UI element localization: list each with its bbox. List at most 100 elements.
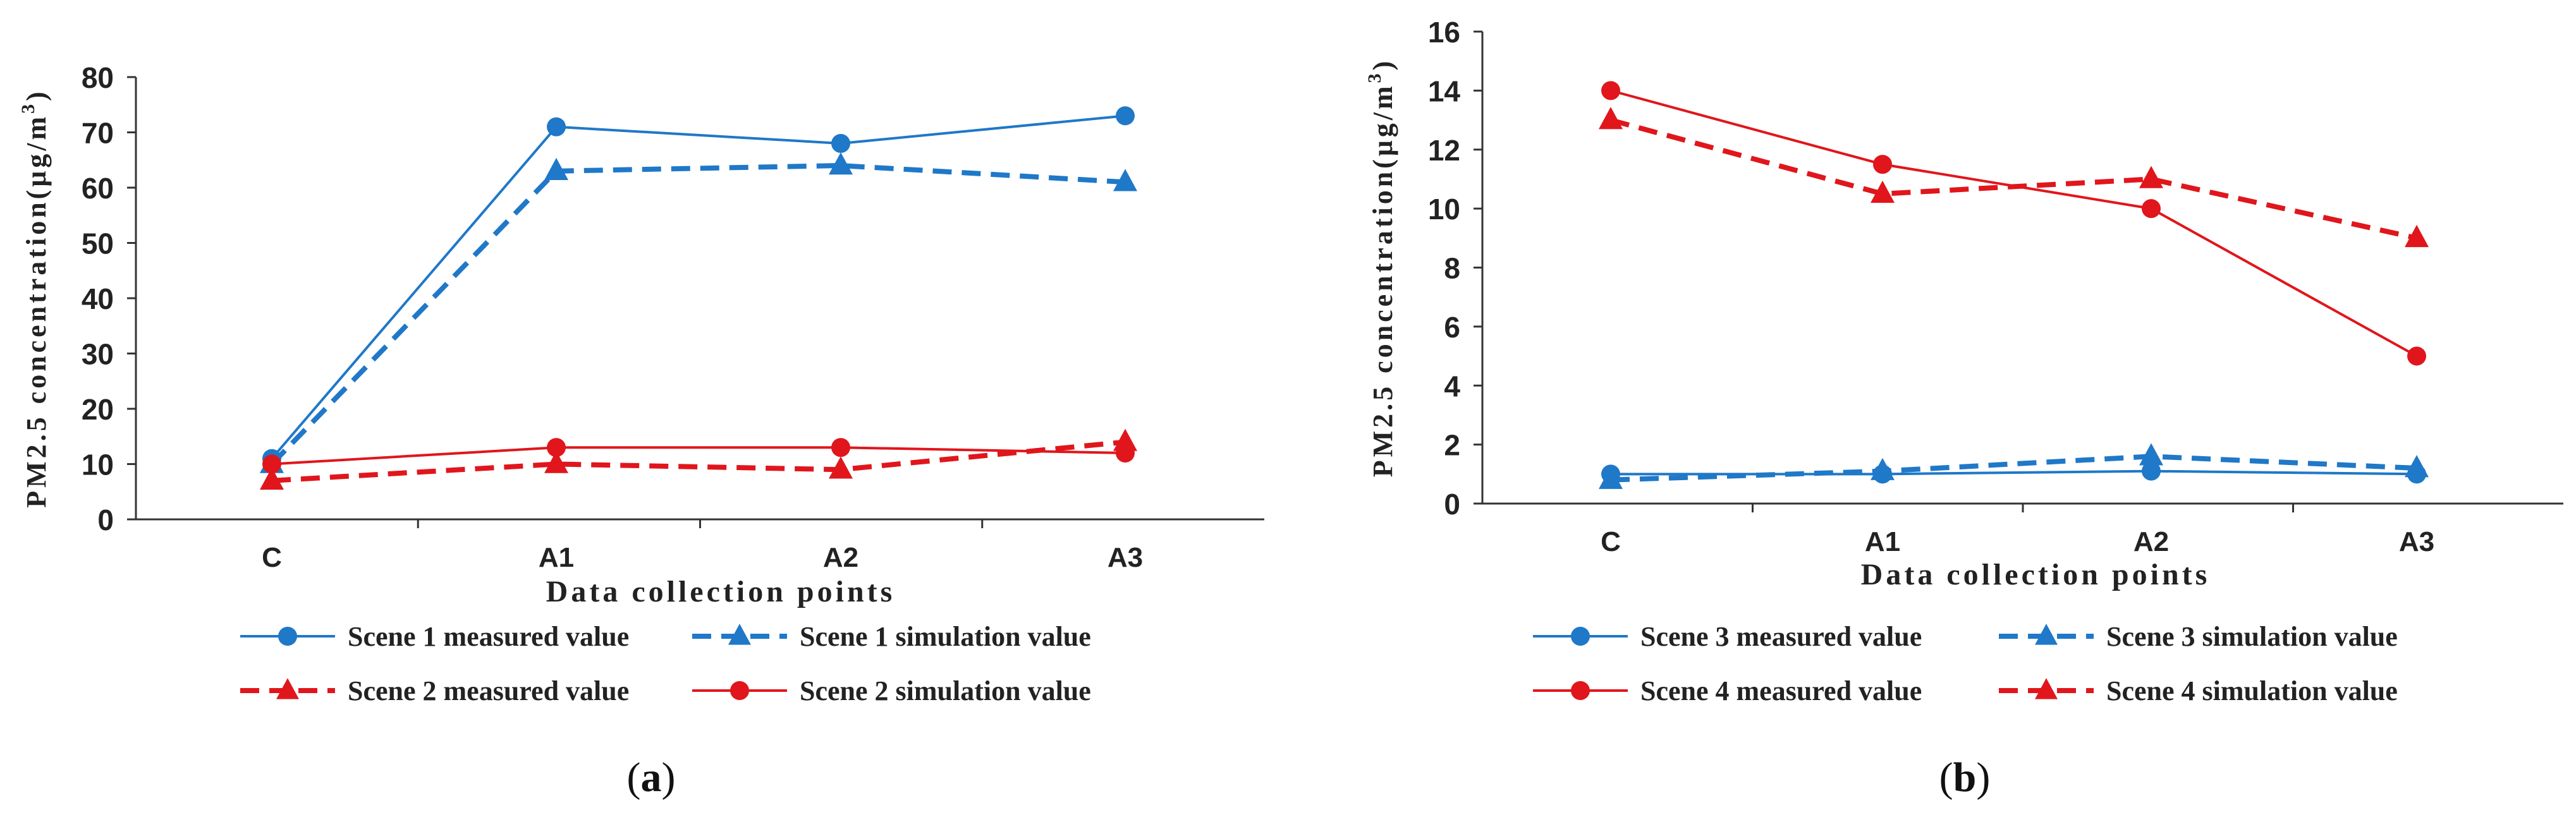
panel-a-y-tick-label: 0 <box>97 504 114 536</box>
panel-b-y-tick-label: 8 <box>1444 252 1460 285</box>
panel-b-series-0-point-a2 <box>2142 461 2161 481</box>
panel-a-series-1-point-a3 <box>1113 169 1137 191</box>
panel-b-series-3-point-c <box>1599 107 1623 130</box>
panel-b-y-tick-label: 16 <box>1428 16 1460 49</box>
panel-a-legend-marker-0 <box>278 627 297 646</box>
panel-a-x-axis-title: Data collection points <box>546 575 896 608</box>
panel-b-series-3 <box>1599 107 2429 248</box>
panel-a-legend-label-0: Scene 1 measured value <box>348 621 629 652</box>
panel-a-y-axis-title-sup: 3 <box>18 101 39 114</box>
panel-a-series-2-point-a3 <box>1113 428 1137 451</box>
panel-a-series-1-line <box>270 163 1126 466</box>
chart-panel-b: 0 2 4 6 8 10 12 14 16 C A1 A2 A3 Data collection poin… <box>1364 16 2563 801</box>
panel-b-y-tick-label: 6 <box>1444 311 1460 344</box>
panel-a-series-3-line <box>271 446 1126 466</box>
panel-a-series-3 <box>262 438 1135 474</box>
panel-a-series-2-point-a1 <box>544 450 568 473</box>
panel-b-series-1-point-a3 <box>2405 455 2429 478</box>
panel-b-legend-marker-0 <box>1571 627 1590 646</box>
panel-b-legend-marker-3 <box>2035 678 2058 699</box>
panel-a-legend-marker-3 <box>730 681 749 700</box>
panel-a-legend-label-1: Scene 1 simulation value <box>800 621 1091 652</box>
panel-b-y-tick-label: 2 <box>1444 429 1460 462</box>
panel-a-legend-item-1: Scene 1 simulation value <box>692 621 1091 652</box>
panel-a-series-1 <box>260 152 1137 473</box>
panel-a-y-tick-label: 20 <box>82 393 114 426</box>
panel-a-y-tick-label: 70 <box>82 117 114 150</box>
panel-b-series-0-line <box>1611 469 2417 476</box>
panel-b-y-axis-title-sup: 3 <box>1364 70 1385 83</box>
panel-b-series-3-line <box>1609 118 2417 241</box>
panel-a-legend-item-2: Scene 2 measured value <box>240 675 629 706</box>
panel-b-series-0 <box>1601 461 2426 484</box>
panel-a-series-2-line <box>271 439 1126 483</box>
panel-b-legend-label-2: Scene 4 measured value <box>1640 675 1922 706</box>
panel-b-y-axis-title-main: PM2.5 concentration(μg/m <box>1367 83 1398 477</box>
panel-a-series-2-point-a2 <box>829 456 853 479</box>
panel-a-y-axis-title-main: PM2.5 concentration(μg/m <box>21 114 52 508</box>
panel-a-series-0-line <box>271 114 1126 460</box>
panel-a-y-tick-label: 10 <box>82 449 114 481</box>
panel-b-legend-item-3: Scene 4 simulation value <box>1999 675 2398 706</box>
panel-a-series-0-point-a1 <box>547 117 566 136</box>
panel-b-y-tick-label: 4 <box>1444 370 1460 402</box>
panel-b-series-3-point-a1 <box>1871 180 1895 203</box>
panel-a-y-axis-title: PM2.5 concentration(μg/m3) <box>18 88 52 508</box>
panel-a-x-tick-label-a2: A2 <box>823 542 858 573</box>
panel-b-series-1-point-a1 <box>1871 457 1895 480</box>
panel-b-y-tick-label: 0 <box>1444 488 1460 521</box>
panel-b-x-tick-label-a3: A3 <box>2399 526 2434 557</box>
panel-a-legend-marker-2 <box>276 678 299 699</box>
panel-a-x-tick-label-a1: A1 <box>539 542 574 573</box>
panel-b-x-tick-label-c: C <box>1601 526 1621 557</box>
panel-b-series-1-point-c <box>1599 466 1623 489</box>
panel-a-series-0 <box>262 106 1135 468</box>
panel-b-series-2-point-c <box>1601 81 1620 100</box>
panel-a-series-3-point-a2 <box>831 438 850 457</box>
panel-b-y-axis-title: PM2.5 concentration(μg/m3) <box>1364 58 1398 478</box>
panel-a-series-3-point-c <box>262 454 281 474</box>
panel-b-y-axis-title-tail: ) <box>1367 58 1398 71</box>
panel-b-legend: Scene 3 measured value Scene 3 simulation… <box>1533 621 2398 706</box>
panel-a-series-2 <box>260 428 1137 490</box>
panel-b-series-1-line <box>1610 454 2417 483</box>
panel-b-series-1-point-a2 <box>2139 443 2163 466</box>
chart-panel-a: 0 10 20 30 40 50 60 70 80 C A1 A2 A3 Data collection … <box>18 61 1264 801</box>
panel-a-legend-item-0: Scene 1 measured value <box>240 621 629 652</box>
panel-a-series-0-point-a2 <box>831 134 850 153</box>
panel-b-x-axis-title: Data collection points <box>1861 558 2211 591</box>
panel-b-series-3-point-a2 <box>2139 166 2163 188</box>
panel-a-legend-label-3: Scene 2 simulation value <box>800 675 1091 706</box>
panel-a-legend-label-2: Scene 2 measured value <box>348 675 629 706</box>
panel-a-label: (a) <box>627 754 676 801</box>
panel-a-y-tick-label: 50 <box>82 227 114 260</box>
panel-b-legend-item-2: Scene 4 measured value <box>1533 675 1922 706</box>
panel-a-legend-marker-1 <box>728 624 751 645</box>
panel-b-legend-item-1: Scene 3 simulation value <box>1999 621 2398 652</box>
panel-a-y-axis-title-tail: ) <box>21 88 52 101</box>
panel-b-legend-item-0: Scene 3 measured value <box>1533 621 1922 652</box>
panel-a-series-0-point-a3 <box>1116 106 1135 126</box>
panel-b-y-tick-label: 14 <box>1428 75 1461 107</box>
panel-b-series-2-point-a2 <box>2142 199 2161 219</box>
panel-a-x-tick-label-a3: A3 <box>1108 542 1143 573</box>
panel-a-series-3-point-a1 <box>547 438 566 457</box>
panel-b-y-tick-label: 10 <box>1428 193 1460 226</box>
panel-b-y-tick-label: 12 <box>1428 134 1460 167</box>
panel-a-legend-item-3: Scene 2 simulation value <box>692 675 1091 706</box>
panel-b-legend-marker-1 <box>2035 624 2058 645</box>
panel-a-series-1-point-a2 <box>829 152 853 175</box>
panel-b-legend-label-1: Scene 3 simulation value <box>2106 621 2398 652</box>
panel-b-x-tick-label-a1: A1 <box>1865 526 1900 557</box>
panel-b-series-2-point-a3 <box>2407 346 2426 366</box>
panel-b-legend-label-3: Scene 4 simulation value <box>2106 675 2398 706</box>
panel-a-y-tick-label: 40 <box>82 282 114 315</box>
panel-a-y-tick-label: 80 <box>82 61 114 94</box>
panel-a-x-tick-label-c: C <box>262 542 282 573</box>
panel-a-series-1-point-a1 <box>544 157 568 180</box>
panel-a-legend: Scene 1 measured value Scene 1 simulation… <box>240 621 1091 706</box>
panel-a-series-2-point-c <box>260 467 284 490</box>
panel-b-series-2-point-a1 <box>1873 155 1892 174</box>
panel-b-series-2-line <box>1610 89 2417 358</box>
